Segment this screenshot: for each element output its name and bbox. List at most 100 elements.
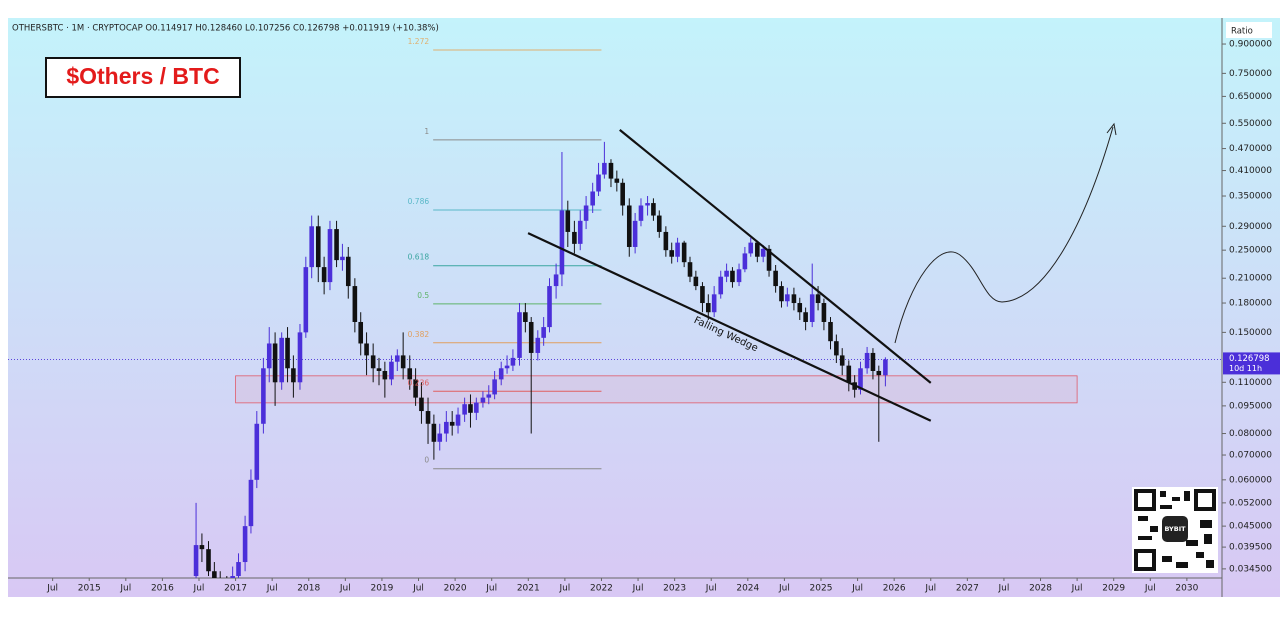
- x-tick-label: Jul: [778, 584, 790, 594]
- candle-body: [669, 250, 675, 257]
- candle-body: [809, 294, 815, 322]
- candle-body: [632, 220, 638, 247]
- candle-body: [407, 368, 413, 380]
- projection-arrow: [894, 126, 1114, 344]
- candle-body: [656, 215, 662, 232]
- y-tick-label: 0.900000: [1229, 40, 1272, 50]
- candle-body: [858, 368, 863, 390]
- x-tick-label: Jul: [119, 584, 131, 594]
- candle-body: [541, 327, 546, 338]
- fib-label: 0.786: [408, 197, 430, 206]
- candle-body: [199, 545, 205, 550]
- fib-label: 0: [424, 456, 429, 465]
- x-tick-label: Jul: [558, 584, 570, 594]
- y-tick-label: 0.150000: [1229, 328, 1272, 338]
- candle-body: [626, 205, 632, 247]
- candle-body: [596, 174, 601, 192]
- candle-body: [559, 210, 565, 275]
- candle-body: [572, 231, 577, 244]
- candle-body: [382, 370, 388, 380]
- candle-body: [425, 411, 431, 424]
- candle-body: [206, 549, 211, 572]
- x-tick-label: 2018: [297, 584, 320, 594]
- y-tick-label: 0.250000: [1229, 246, 1272, 256]
- candle-body: [334, 229, 339, 261]
- y-tick-label: 0.070000: [1229, 451, 1272, 461]
- candle-body: [315, 226, 321, 268]
- x-tick-label: Jul: [632, 584, 644, 594]
- qr-pattern: [1138, 491, 1214, 568]
- candle-body: [352, 286, 358, 322]
- x-tick-label: 2022: [590, 584, 613, 594]
- candle-body: [370, 355, 376, 369]
- candle-body: [468, 404, 473, 413]
- x-tick-label: 2023: [663, 584, 686, 594]
- candle-body: [389, 361, 394, 380]
- candle-body: [517, 312, 522, 358]
- y-tick-label: 0.080000: [1229, 429, 1272, 439]
- candle-body: [279, 337, 284, 383]
- candle-body: [547, 286, 552, 328]
- candle-body: [766, 248, 772, 271]
- candle-body: [839, 355, 845, 366]
- candle-body: [681, 242, 687, 263]
- fib-label: 0.5: [417, 291, 429, 300]
- y-tick-label: 0.210000: [1229, 274, 1272, 284]
- candle-body: [706, 303, 711, 313]
- candle-body: [321, 267, 327, 283]
- candle-body: [236, 562, 241, 577]
- candle-body: [553, 274, 559, 287]
- qr-finder: [1134, 489, 1156, 511]
- candle-body: [602, 162, 607, 175]
- wedge-line: [619, 128, 932, 384]
- candle-body: [376, 368, 382, 371]
- scale-label: Ratio: [1231, 27, 1253, 37]
- candle-body: [309, 226, 314, 268]
- x-tick-label: Jul: [266, 584, 278, 594]
- candle-body: [431, 423, 437, 442]
- candle-body: [510, 357, 516, 366]
- candle-body: [803, 312, 808, 322]
- candle-body: [711, 294, 717, 313]
- x-tick-label: Jul: [705, 584, 717, 594]
- x-tick-label: 2026: [883, 584, 906, 594]
- candle-body: [261, 368, 266, 424]
- x-tick-label: Jul: [851, 584, 863, 594]
- qr-logo: [1162, 516, 1188, 542]
- y-tick-label: 0.650000: [1229, 92, 1272, 102]
- x-tick-label: Jul: [193, 584, 205, 594]
- x-tick-label: 2021: [517, 584, 540, 594]
- candle-body: [870, 352, 876, 371]
- y-tick-label: 0.034500: [1229, 564, 1272, 574]
- x-tick-label: 2025: [810, 584, 833, 594]
- candle-body: [504, 365, 510, 369]
- candle-body: [742, 253, 748, 270]
- candle-body: [242, 526, 248, 563]
- candle-body: [230, 576, 235, 578]
- y-tick-label: 0.110000: [1229, 378, 1272, 388]
- candle-body: [828, 321, 833, 342]
- x-tick-label: 2015: [78, 584, 101, 594]
- arrow-head: [1106, 122, 1117, 136]
- candle-body: [492, 379, 497, 395]
- title-box: [45, 57, 241, 98]
- candle-body: [474, 402, 479, 413]
- x-tick-label: Jul: [1071, 584, 1083, 594]
- candle-body: [645, 203, 650, 206]
- wedge-line: [527, 232, 932, 422]
- candle-body: [760, 248, 766, 257]
- candle-body: [675, 242, 680, 257]
- candle-body: [864, 352, 870, 369]
- candle-body: [834, 341, 839, 356]
- candle-body: [785, 294, 790, 302]
- x-tick-label: Jul: [924, 584, 936, 594]
- fib-label: 0.618: [408, 253, 430, 262]
- candle-body: [608, 162, 614, 179]
- x-tick-label: Jul: [1144, 584, 1156, 594]
- y-tick-label: 0.052000: [1229, 498, 1272, 508]
- watermark: BYBIT: [1164, 525, 1186, 533]
- y-tick-label: 0.039500: [1229, 543, 1272, 553]
- x-tick-label: 2030: [1175, 584, 1198, 594]
- candle-body: [736, 269, 742, 283]
- candle-body: [358, 321, 364, 344]
